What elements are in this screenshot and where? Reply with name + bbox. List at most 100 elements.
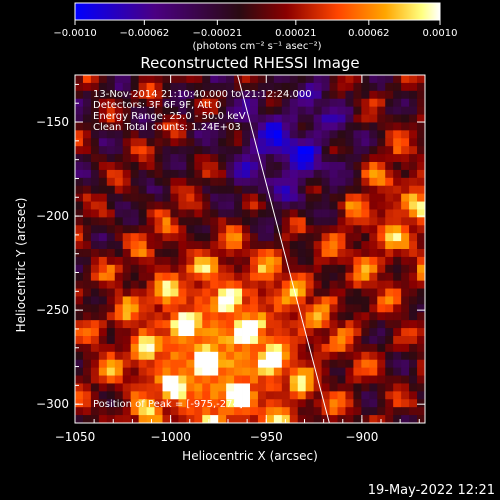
- heatmap-cell: [210, 399, 219, 408]
- heatmap-cell: [202, 169, 211, 179]
- heatmap-cell: [138, 75, 147, 84]
- heatmap-cell: [82, 233, 92, 242]
- heatmap-cell: [138, 359, 147, 369]
- heatmap-cell: [226, 146, 235, 155]
- heatmap-cell: [417, 256, 425, 266]
- heatmap-cell: [250, 75, 259, 84]
- heatmap-cell: [130, 162, 140, 171]
- heatmap-cell: [369, 375, 378, 384]
- heatmap-cell: [218, 75, 227, 84]
- heatmap-cell: [281, 320, 291, 329]
- heatmap-cell: [265, 320, 275, 329]
- heatmap-cell: [313, 75, 322, 84]
- heatmap-cell: [154, 256, 163, 266]
- heatmap-cell: [353, 114, 362, 123]
- heatmap-cell: [178, 162, 187, 171]
- heatmap-cell: [337, 82, 346, 92]
- heatmap-cell: [385, 375, 394, 384]
- heatmap-cell: [369, 75, 378, 84]
- heatmap-cell: [122, 351, 132, 361]
- heatmap-cell: [417, 359, 425, 369]
- heatmap-cell: [194, 225, 203, 234]
- heatmap-cell: [385, 367, 394, 376]
- heatmap-cell: [393, 130, 402, 139]
- heatmap-cell: [170, 122, 179, 131]
- x-axis-label: Heliocentric X (arcsec): [182, 449, 318, 463]
- heatmap-cell: [75, 185, 84, 195]
- heatmap-cell: [265, 185, 275, 195]
- heatmap-cell: [226, 280, 235, 289]
- heatmap-cell: [305, 162, 315, 171]
- heatmap-cell: [313, 351, 322, 361]
- heatmap-cell: [106, 154, 116, 163]
- heatmap-cell: [417, 201, 425, 210]
- heatmap-cell: [75, 328, 84, 337]
- heatmap-cell: [321, 399, 330, 408]
- heatmap-cell: [377, 367, 386, 376]
- heatmap-cell: [138, 343, 147, 353]
- heatmap-cell: [218, 272, 227, 282]
- heatmap-cell: [401, 256, 410, 266]
- heatmap-cell: [305, 82, 315, 92]
- heatmap-cell: [210, 264, 219, 274]
- heatmap-cell: [250, 201, 259, 210]
- heatmap-cell: [313, 217, 322, 226]
- heatmap-cell: [257, 391, 267, 400]
- heatmap-cell: [234, 359, 243, 369]
- heatmap-cell: [361, 391, 370, 400]
- heatmap-cell: [265, 304, 275, 313]
- heatmap-cell: [321, 162, 330, 171]
- heatmap-cell: [154, 217, 163, 226]
- heatmap-cell: [146, 328, 155, 337]
- x-tick-label: −950: [250, 430, 283, 444]
- heatmap-cell: [353, 351, 362, 361]
- heatmap-cell: [202, 225, 211, 234]
- heatmap-cell: [210, 114, 219, 123]
- heatmap-cell: [313, 130, 322, 139]
- plot-frame: [74, 74, 426, 424]
- heatmap-cell: [417, 209, 425, 218]
- heatmap-cell: [337, 320, 346, 329]
- heatmap-cell: [345, 256, 354, 266]
- heatmap-cell: [186, 367, 195, 376]
- heatmap-cell: [122, 201, 132, 210]
- heatmap-cell: [305, 225, 315, 234]
- heatmap-cell: [345, 225, 354, 234]
- heatmap-cell: [393, 106, 402, 115]
- heatmap-cell: [170, 217, 179, 226]
- heatmap-cell: [345, 82, 354, 92]
- heatmap-cell: [369, 169, 378, 179]
- heatmap-cell: [289, 383, 299, 392]
- heatmap-cell: [385, 193, 394, 202]
- heatmap-cell: [234, 399, 243, 408]
- heatmap-cell: [202, 296, 211, 305]
- heatmap-cell: [321, 249, 330, 258]
- heatmap-cell: [313, 328, 322, 337]
- heatmap-cell: [162, 249, 171, 258]
- heatmap-cell: [130, 249, 140, 258]
- heatmap-cell: [273, 375, 283, 384]
- heatmap-cell: [154, 272, 163, 282]
- heatmap-cell: [281, 296, 291, 305]
- heatmap-cell: [321, 122, 330, 131]
- heatmap-cell: [305, 130, 315, 139]
- heatmap-cell: [234, 375, 243, 384]
- heatmap-cell: [226, 288, 235, 297]
- heatmap-cell: [305, 391, 315, 400]
- heatmap-cell: [186, 233, 195, 242]
- heatmap-cell: [289, 399, 299, 408]
- heatmap-cell: [130, 241, 140, 250]
- heatmap-cell: [82, 296, 92, 305]
- heatmap-cell: [162, 90, 171, 100]
- heatmap-cell: [385, 146, 394, 155]
- heatmap-cell: [281, 130, 291, 139]
- heatmap-cell: [154, 122, 163, 131]
- heatmap-cell: [377, 264, 386, 274]
- heatmap-cell: [361, 146, 370, 155]
- heatmap-cell: [234, 256, 243, 266]
- heatmap-cell: [353, 169, 362, 179]
- heatmap-cell: [186, 185, 195, 195]
- heatmap-cell: [82, 146, 92, 155]
- heatmap-cell: [82, 304, 92, 313]
- heatmap-cell: [345, 169, 354, 179]
